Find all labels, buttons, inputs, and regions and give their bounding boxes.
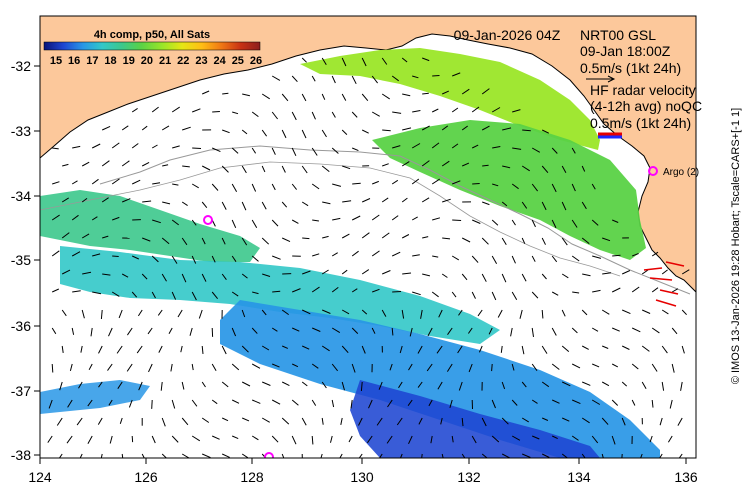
- y-axis: -32 -33 -34 -35 -36 -37 -38: [11, 58, 40, 463]
- current-vector: [392, 292, 401, 293]
- colorbar-tick-label: 15: [50, 55, 62, 67]
- y-tick-label: -35: [11, 252, 31, 268]
- model-label: NRT00 GSL: [580, 27, 656, 43]
- x-tick-label: 126: [134, 469, 158, 485]
- current-vector: [542, 310, 543, 318]
- colorbar-tick-label: 25: [232, 55, 244, 67]
- current-vector: [152, 400, 153, 409]
- colorbar-tick-label: 18: [104, 55, 116, 67]
- argo-label: Argo (2): [663, 167, 699, 178]
- x-tick-label: 136: [674, 469, 698, 485]
- current-vector: [392, 328, 393, 335]
- y-tick-label: -33: [11, 123, 31, 139]
- x-axis: 124 126 128 130 132 134 136: [28, 458, 698, 485]
- colorbar-tick-label: 24: [214, 55, 227, 67]
- colorbar-tick-label: 16: [68, 55, 80, 67]
- colorbar-tick-label: 17: [86, 55, 98, 67]
- current-vector: [492, 364, 493, 371]
- current-vector: [472, 184, 480, 185]
- model-time-label: 09-Jan 18:00Z: [580, 43, 671, 59]
- x-tick-label: 124: [28, 469, 52, 485]
- credit-label: © IMOS 13-Jan-2026 19:28 Hobart; Tscale=…: [730, 108, 742, 384]
- current-vector: [452, 220, 461, 221]
- current-vector: [612, 255, 620, 256]
- y-tick-label: -37: [11, 383, 31, 399]
- colorbar-tick-label: 20: [141, 55, 153, 67]
- current-vector: [112, 256, 119, 257]
- y-tick-label: -34: [11, 188, 31, 204]
- model-scale-label: 0.5m/s (1kt 24h): [580, 60, 681, 76]
- current-vector: [432, 76, 439, 77]
- current-vector: [192, 148, 201, 149]
- current-vector: [352, 183, 361, 184]
- colorbar-title: 4h comp, p50, All Sats: [94, 29, 210, 41]
- colorbar-tick-label: 21: [159, 55, 171, 67]
- x-tick-label: 128: [240, 469, 264, 485]
- colorbar-tick-label: 19: [123, 55, 135, 67]
- y-tick-label: -38: [11, 447, 31, 463]
- current-vector: [212, 112, 220, 113]
- y-tick-label: -32: [11, 58, 31, 74]
- radar-label-line1: HF radar velocity: [590, 82, 696, 98]
- radar-scale-label: 0.5m/s (1kt 24h): [590, 115, 691, 131]
- x-tick-label: 132: [457, 469, 481, 485]
- current-vector: [52, 364, 53, 373]
- current-vector: [302, 238, 309, 239]
- colorbar-tick-label: 26: [250, 55, 262, 67]
- current-vector: [312, 436, 313, 444]
- x-tick-label: 130: [350, 469, 374, 485]
- colorbar-tick-label: 23: [195, 55, 207, 67]
- colorbar-gradient: [44, 42, 260, 50]
- radar-label-line2: (4-12h avg) noQC: [590, 98, 702, 114]
- x-tick-label: 134: [567, 469, 591, 485]
- colorbar-tick-label: 22: [177, 55, 189, 67]
- date-label: 09-Jan-2026 04Z: [454, 27, 561, 43]
- y-tick-label: -36: [11, 318, 31, 334]
